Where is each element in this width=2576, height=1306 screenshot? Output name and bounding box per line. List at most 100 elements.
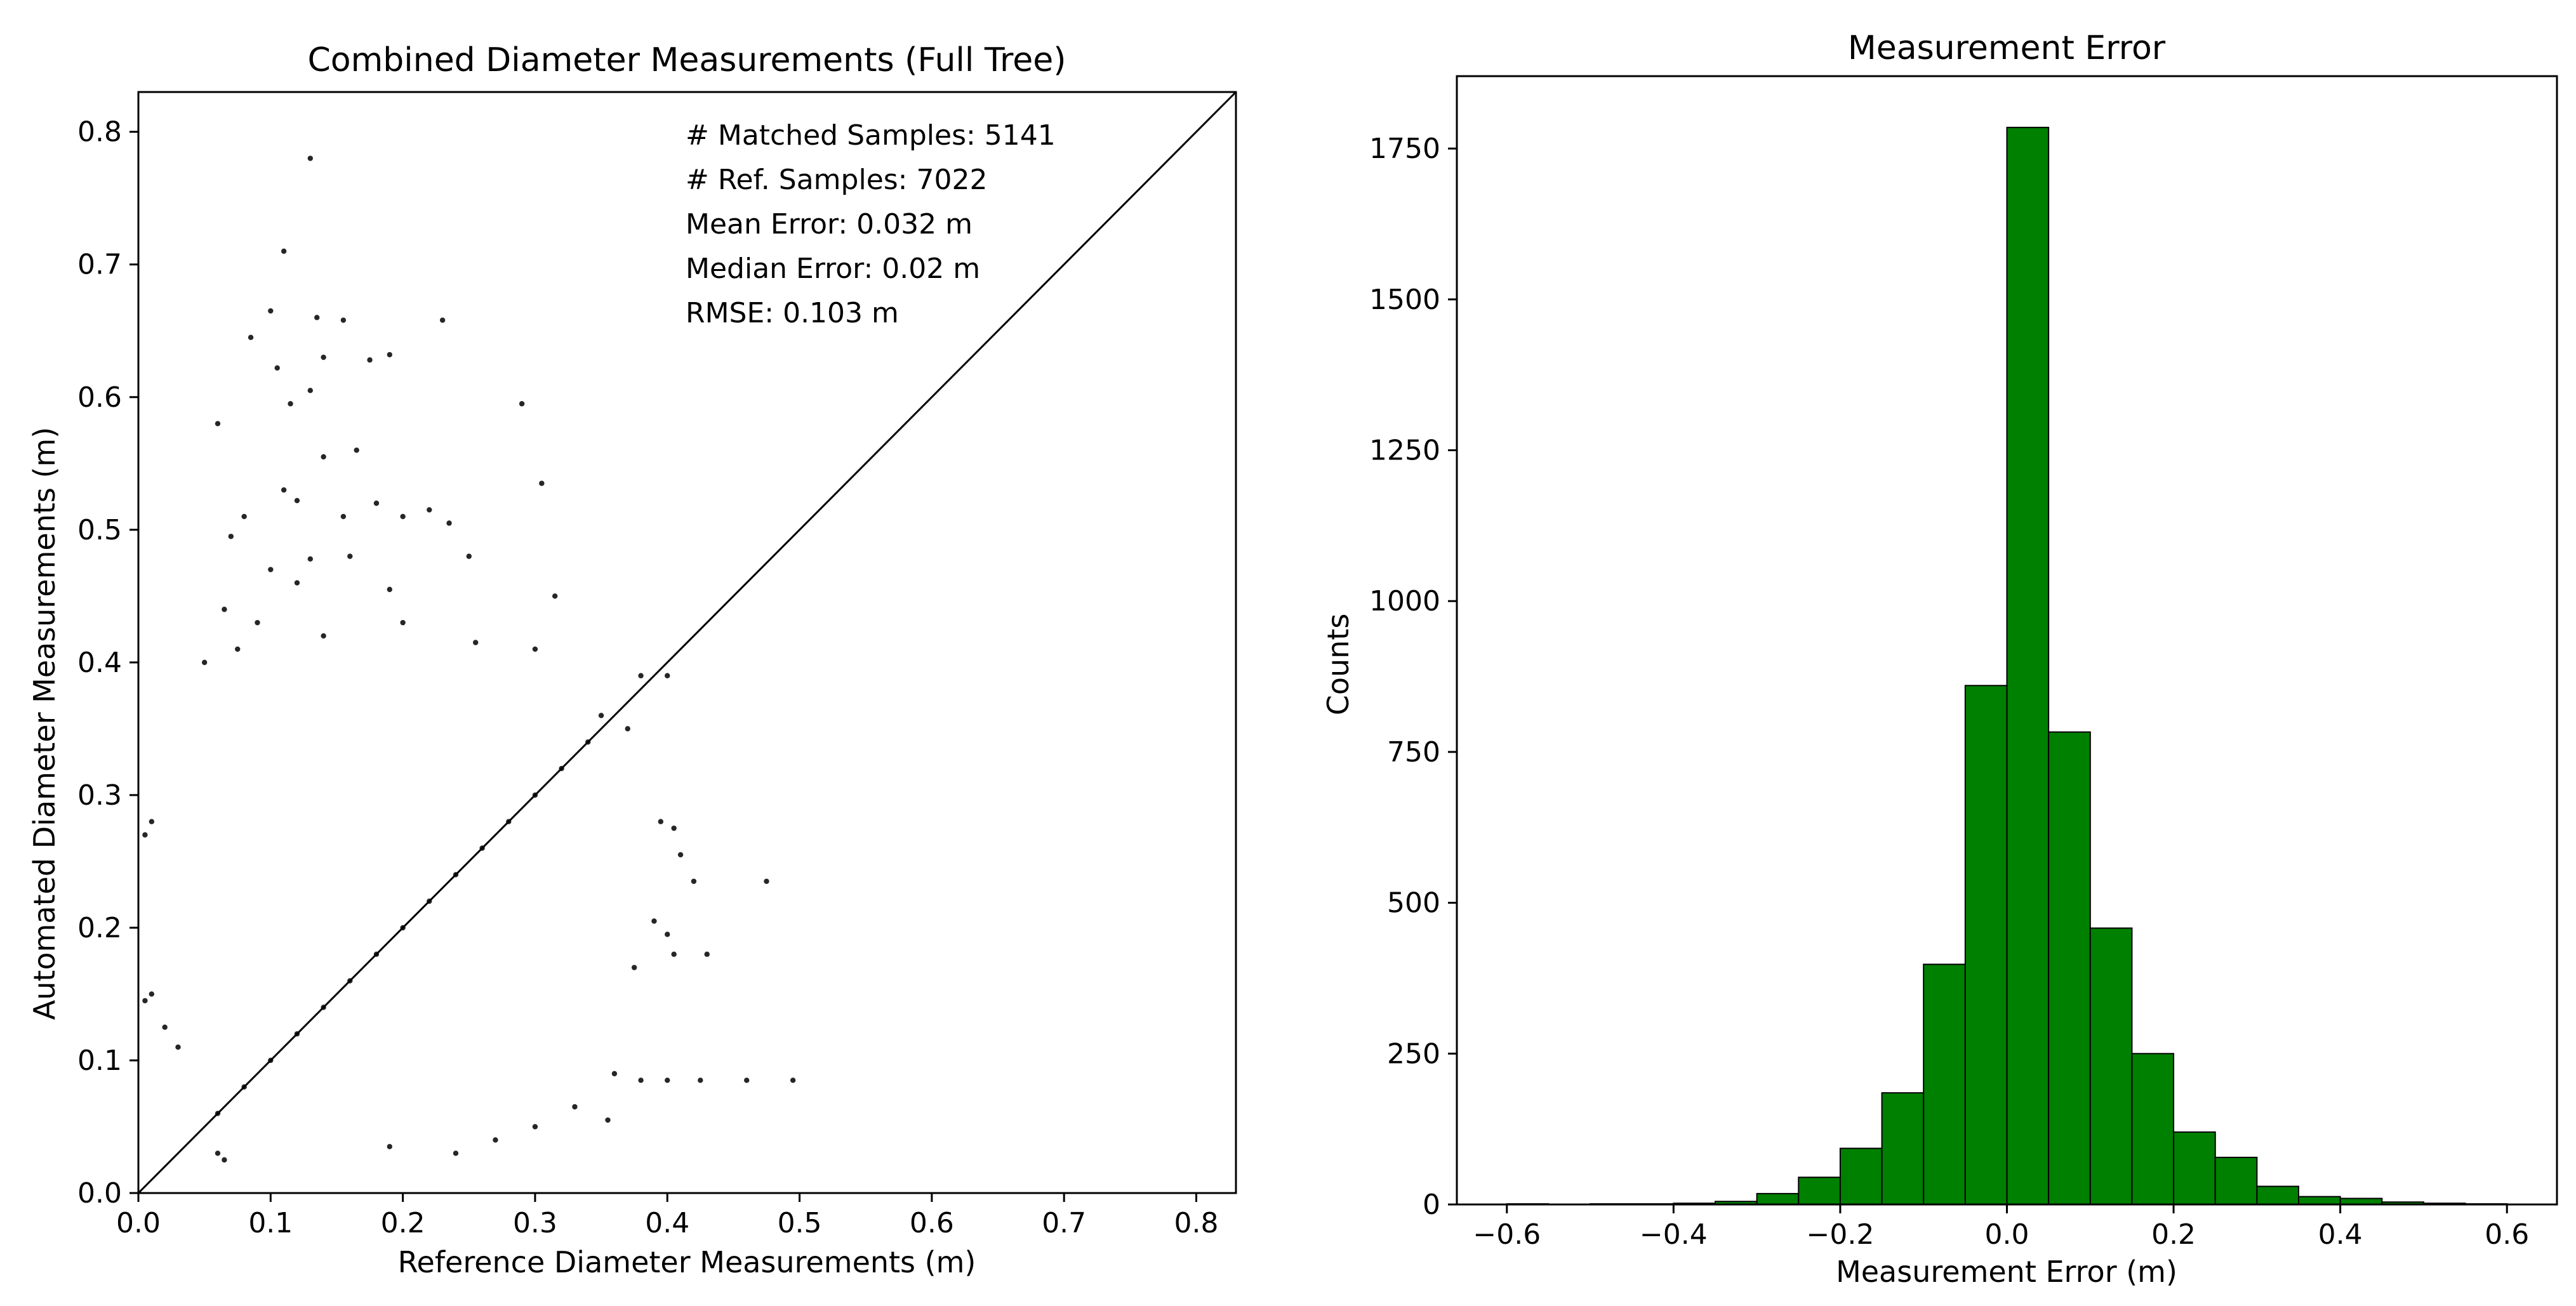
scatter-point bbox=[631, 965, 637, 970]
stat-rmse: RMSE: 0.103 m bbox=[686, 297, 899, 329]
scatter-panel: Combined Diameter Measurements (Full Tre… bbox=[27, 41, 1237, 1279]
histogram-y-tick-label: 0 bbox=[1423, 1189, 1440, 1221]
scatter-point bbox=[651, 918, 657, 924]
histogram-x-tick-label: 0.6 bbox=[2485, 1218, 2529, 1251]
scatter-y-tick-label: 0.6 bbox=[77, 381, 122, 414]
scatter-y-tick-label: 0.1 bbox=[77, 1045, 122, 1077]
scatter-y-tick-label: 0.5 bbox=[77, 514, 122, 546]
histogram-x-tick-label: 0.4 bbox=[2318, 1218, 2363, 1251]
histogram-y-tick-label: 1750 bbox=[1369, 133, 1440, 165]
scatter-point bbox=[248, 334, 254, 340]
histogram-x-tick-label: −0.6 bbox=[1473, 1218, 1541, 1251]
scatter-point bbox=[532, 646, 538, 652]
stat-ref-samples: # Ref. Samples: 7022 bbox=[686, 164, 987, 196]
scatter-x-tick-label: 0.3 bbox=[513, 1207, 557, 1239]
histogram-x-tick-label: −0.4 bbox=[1640, 1218, 1708, 1251]
scatter-point bbox=[288, 401, 293, 407]
scatter-x-tick-label: 0.8 bbox=[1174, 1207, 1219, 1239]
histogram-y-tick-label: 1250 bbox=[1369, 434, 1440, 466]
scatter-point bbox=[691, 878, 697, 884]
scatter-point bbox=[439, 317, 446, 323]
scatter-point bbox=[387, 1144, 392, 1150]
histogram-title: Measurement Error bbox=[1848, 29, 2166, 67]
scatter-point bbox=[790, 1078, 796, 1083]
histogram-panel: Measurement Error Counts Measurement Err… bbox=[1321, 29, 2558, 1289]
scatter-point bbox=[466, 553, 472, 559]
scatter-point bbox=[314, 315, 320, 320]
scatter-point bbox=[532, 1124, 538, 1130]
scatter-point bbox=[677, 852, 684, 858]
histogram-x-tick-label: −0.2 bbox=[1807, 1218, 1875, 1251]
scatter-point bbox=[215, 1151, 221, 1156]
histogram-ticks: −0.6 −0.4 −0.2 0.0 0.2 0.4 0.6 0 250 500 750 1000 12… bbox=[1369, 133, 2529, 1251]
histogram-y-axis-label: Counts bbox=[1321, 614, 1355, 716]
scatter-point bbox=[201, 659, 208, 666]
scatter-x-tick-label: 0.4 bbox=[645, 1207, 689, 1239]
scatter-point bbox=[658, 819, 664, 824]
scatter-point bbox=[215, 421, 221, 426]
scatter-point bbox=[605, 1117, 611, 1123]
scatter-point bbox=[665, 673, 670, 678]
scatter-y-tick-label: 0.3 bbox=[77, 779, 122, 812]
scatter-x-axis-label: Reference Diameter Measurements (m) bbox=[398, 1245, 976, 1279]
scatter-point bbox=[704, 951, 710, 957]
scatter-point bbox=[638, 673, 644, 678]
scatter-x-tick-label: 0.6 bbox=[910, 1207, 954, 1239]
scatter-point bbox=[367, 357, 373, 363]
scatter-y-tick-label: 0.2 bbox=[77, 912, 122, 944]
scatter-point bbox=[638, 1078, 644, 1083]
scatter-y-tick-label: 0.0 bbox=[77, 1177, 122, 1210]
scatter-point bbox=[764, 878, 769, 884]
scatter-point bbox=[149, 819, 155, 824]
scatter-point bbox=[387, 352, 392, 358]
histogram-bar bbox=[2006, 126, 2050, 1205]
scatter-point bbox=[241, 513, 247, 520]
histogram-bar bbox=[1881, 1092, 1925, 1205]
scatter-point bbox=[235, 646, 241, 652]
scatter-point bbox=[446, 520, 452, 526]
scatter-point bbox=[665, 932, 670, 937]
histogram-bar bbox=[2048, 731, 2091, 1206]
scatter-point bbox=[611, 1071, 618, 1077]
scatter-point bbox=[519, 401, 525, 407]
stat-median-error: Median Error: 0.02 m bbox=[686, 253, 980, 285]
scatter-y-tick-label: 0.8 bbox=[77, 116, 122, 148]
scatter-point bbox=[665, 1078, 670, 1083]
histogram-bar bbox=[1964, 685, 2008, 1205]
histogram-bar bbox=[2131, 1053, 2175, 1205]
scatter-point bbox=[307, 155, 314, 161]
scatter-y-axis-label: Automated Diameter Measurements (m) bbox=[27, 427, 62, 1020]
scatter-x-tick-label: 0.0 bbox=[116, 1207, 161, 1239]
scatter-title: Combined Diameter Measurements (Full Tre… bbox=[308, 41, 1066, 79]
scatter-point bbox=[255, 619, 260, 626]
histogram-y-tick-label: 1500 bbox=[1369, 284, 1440, 316]
scatter-point bbox=[175, 1044, 181, 1050]
histogram-x-axis-label: Measurement Error (m) bbox=[1836, 1255, 2177, 1289]
histogram-bar bbox=[2298, 1196, 2341, 1205]
histogram-y-tick-label: 250 bbox=[1387, 1038, 1440, 1070]
histogram-y-tick-label: 1000 bbox=[1369, 585, 1440, 617]
scatter-point bbox=[321, 454, 326, 460]
scatter-point bbox=[222, 607, 227, 612]
scatter-point bbox=[281, 248, 287, 254]
scatter-point bbox=[142, 832, 148, 838]
scatter-point bbox=[149, 991, 155, 997]
histogram-y-tick-label: 500 bbox=[1387, 887, 1440, 920]
scatter-point bbox=[294, 498, 300, 504]
scatter-point bbox=[698, 1078, 703, 1083]
scatter-x-tick-label: 0.2 bbox=[381, 1207, 425, 1239]
scatter-point bbox=[142, 998, 148, 1004]
scatter-point bbox=[493, 1137, 498, 1143]
scatter-point bbox=[671, 825, 677, 831]
scatter-point bbox=[321, 354, 326, 360]
scatter-point bbox=[294, 580, 300, 586]
histogram-bars bbox=[1506, 126, 2508, 1206]
scatter-point bbox=[268, 308, 274, 314]
scatter-point bbox=[539, 480, 545, 486]
scatter-point bbox=[387, 586, 392, 593]
histogram-bar bbox=[1923, 963, 1966, 1205]
histogram-bar bbox=[2256, 1185, 2300, 1206]
scatter-x-tick-label: 0.5 bbox=[778, 1207, 822, 1239]
scatter-point bbox=[625, 726, 630, 732]
